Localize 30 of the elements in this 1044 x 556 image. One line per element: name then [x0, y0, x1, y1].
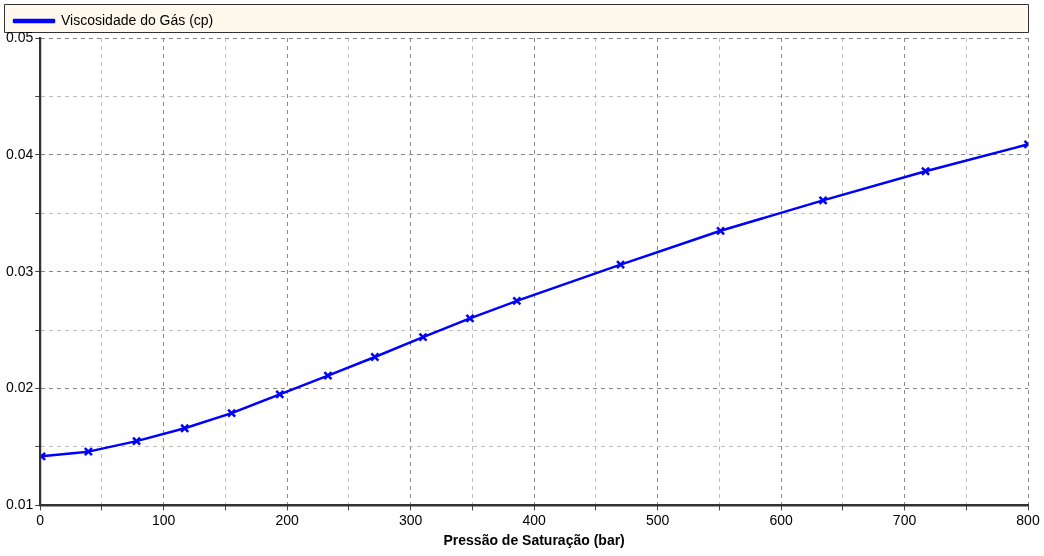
x-tick-label: 100	[152, 511, 176, 528]
y-tick-label: 0.05	[6, 28, 34, 45]
point	[920, 166, 931, 176]
point	[465, 313, 475, 324]
point	[370, 352, 380, 362]
point	[179, 423, 190, 434]
point	[615, 259, 626, 270]
y-tick-label: 0.01	[6, 496, 34, 513]
point	[818, 195, 828, 206]
x-tick-label: 200	[275, 511, 300, 528]
point	[131, 436, 142, 446]
x-tick-label: 0	[36, 511, 45, 528]
point	[418, 332, 428, 342]
x-tick-label: 600	[769, 511, 793, 528]
legend-label: Viscosidade do Gás (cp)	[61, 11, 214, 28]
y-tick-label: 0.04	[6, 145, 34, 162]
x-tick-label: 500	[645, 511, 670, 528]
y-tick-label: 0.03	[6, 262, 34, 279]
y-tick-label: 0.02	[6, 379, 34, 396]
x-tick-label: 400	[522, 511, 547, 528]
point	[323, 370, 333, 381]
x-tick-label: 300	[398, 511, 423, 528]
point	[274, 389, 285, 400]
x-axis-title: Pressão de Saturação (bar)	[443, 532, 625, 549]
point	[715, 226, 726, 236]
x-tick-label: 800	[1016, 511, 1040, 528]
point	[83, 446, 94, 457]
x-tick-label: 700	[892, 511, 917, 528]
point	[226, 408, 237, 418]
point	[512, 296, 522, 306]
